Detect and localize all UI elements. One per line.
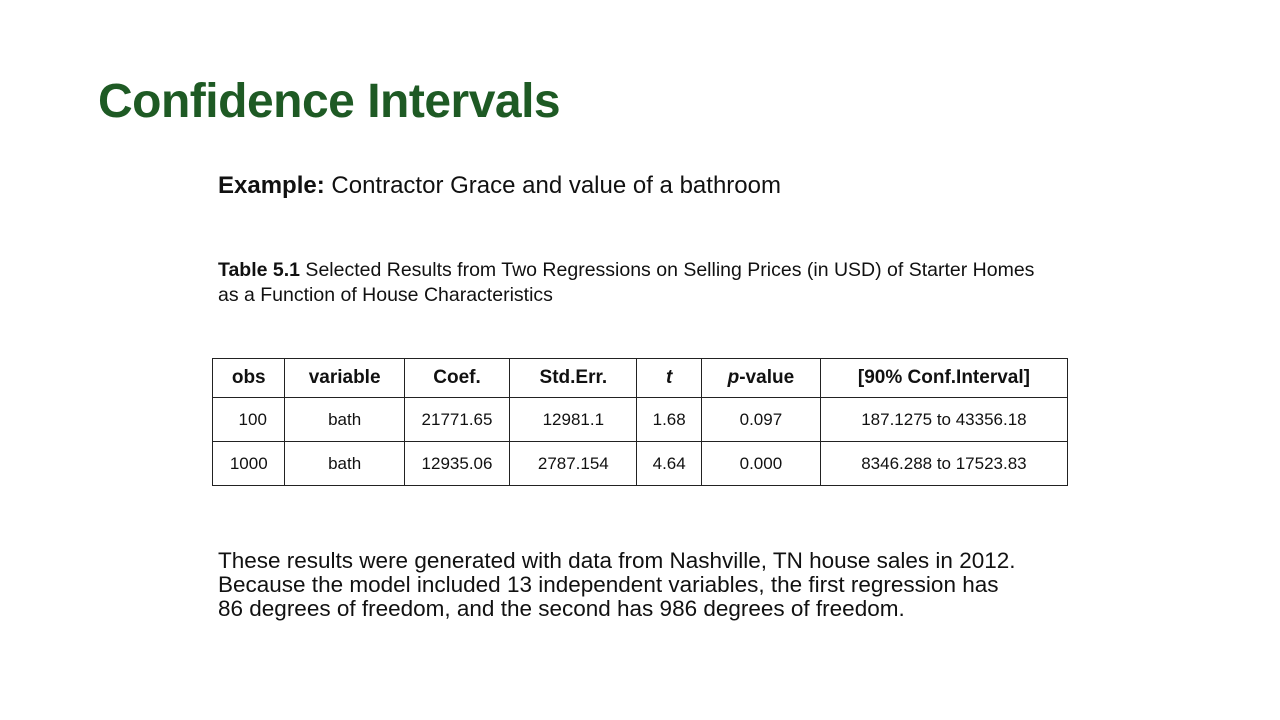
cell-t: 1.68 bbox=[636, 397, 702, 442]
cell-obs: 1000 bbox=[211, 441, 286, 486]
cell-conf-interval: 187.1275 to 43356.18 bbox=[819, 397, 1069, 442]
results-note: These results were generated with data f… bbox=[218, 549, 1118, 621]
cell-variable: bath bbox=[284, 397, 405, 442]
slide-title: Confidence Intervals bbox=[98, 75, 561, 128]
header-pvalue: p-value bbox=[700, 358, 821, 398]
header-stderr: Std.Err. bbox=[509, 358, 638, 398]
cell-obs: 100 bbox=[211, 397, 286, 442]
header-t: t bbox=[636, 358, 702, 398]
cell-stderr: 12981.1 bbox=[509, 397, 638, 442]
cell-t: 4.64 bbox=[636, 441, 702, 486]
results-table: obs variable Coef. Std.Err. t p-value [9… bbox=[211, 358, 1069, 486]
table-caption-text: Selected Results from Two Regressions on… bbox=[218, 259, 1035, 306]
cell-stderr: 2787.154 bbox=[509, 441, 638, 486]
note-line-1: These results were generated with data f… bbox=[218, 548, 1016, 573]
table-row: 1000 bath 12935.06 2787.154 4.64 0.000 8… bbox=[211, 441, 1069, 486]
header-p-rest: -value bbox=[739, 367, 795, 388]
cell-coef: 21771.65 bbox=[403, 397, 511, 442]
cell-variable: bath bbox=[284, 441, 405, 486]
header-obs: obs bbox=[211, 358, 286, 398]
cell-pvalue: 0.097 bbox=[700, 397, 821, 442]
header-t-text: t bbox=[665, 367, 673, 388]
table-caption-label: Table 5.1 bbox=[218, 259, 301, 281]
cell-coef: 12935.06 bbox=[403, 441, 511, 486]
header-conf-interval: [90% Conf.Interval] bbox=[819, 358, 1069, 398]
note-line-2: Because the model included 13 independen… bbox=[218, 572, 999, 597]
cell-conf-interval: 8346.288 to 17523.83 bbox=[819, 441, 1069, 486]
table-header-row: obs variable Coef. Std.Err. t p-value [9… bbox=[211, 358, 1069, 398]
table-row: 100 bath 21771.65 12981.1 1.68 0.097 187… bbox=[211, 397, 1069, 442]
example-text: Contractor Grace and value of a bathroom bbox=[324, 172, 781, 199]
example-line: Example: Contractor Grace and value of a… bbox=[218, 172, 781, 200]
header-variable: variable bbox=[284, 358, 405, 398]
header-coef: Coef. bbox=[403, 358, 511, 398]
cell-pvalue: 0.000 bbox=[700, 441, 821, 486]
note-line-3: 86 degrees of freedom, and the second ha… bbox=[218, 596, 905, 621]
table-caption: Table 5.1 Selected Results from Two Regr… bbox=[218, 258, 1038, 308]
example-label: Example: bbox=[218, 172, 325, 199]
header-p-italic: p bbox=[727, 367, 740, 388]
